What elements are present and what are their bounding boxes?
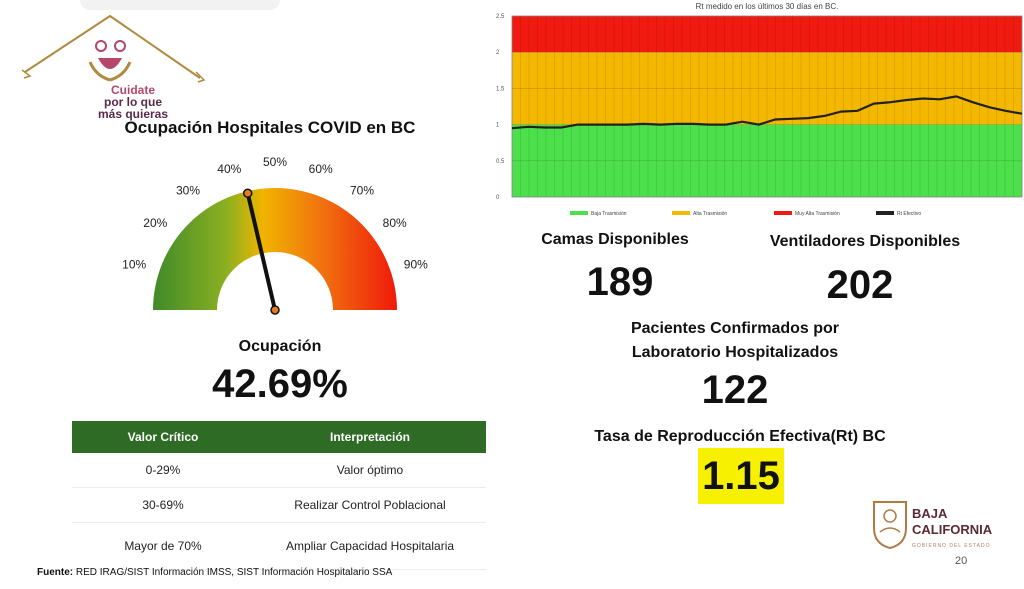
occupancy-gauge: 10% 20% 30% 40% 50% 60% 70% 80% 90% xyxy=(122,155,428,315)
gauge-tick-label: 40% xyxy=(217,162,241,176)
gauge-tick-label: 80% xyxy=(383,216,407,230)
legend-label: Alta Trasmisión xyxy=(693,211,727,217)
chart-title: Rt medido en los últimos 30 días en BC. xyxy=(696,2,839,11)
series-line-rt-efectivo xyxy=(511,95,1023,130)
camas-label: Camas Disponibles xyxy=(541,231,689,248)
state-name-line-2: CALIFORNIA xyxy=(912,522,993,537)
legend-swatch xyxy=(672,211,690,215)
pacientes-label-line-1: Pacientes Confirmados por xyxy=(630,320,840,337)
ventiladores-value: 202 xyxy=(826,263,894,307)
source-label: Fuente: xyxy=(37,567,74,578)
ventiladores-label: Ventiladores Disponibles xyxy=(769,233,961,250)
gauge-tick-label: 70% xyxy=(350,183,374,197)
table-header-row: Valor Crítico Interpretación xyxy=(72,421,486,453)
y-tick-label: 0.5 xyxy=(496,159,505,165)
gauge-title: Ocupación Hospitales COVID en BC xyxy=(124,118,416,137)
legend-label: Baja Trasmisión xyxy=(591,211,627,217)
campaign-slogan: Cuidate por lo que más quieras xyxy=(78,84,188,120)
y-tick-label: 2.5 xyxy=(496,14,505,20)
source-note: Fuente: RED IRAG/SIST Información IMSS, … xyxy=(37,567,392,578)
legend-label: Rt Efectivo xyxy=(897,211,921,217)
table-cell: Mayor de 70% xyxy=(72,522,254,570)
campaign-logo-icon xyxy=(21,14,206,83)
camas-value: 189 xyxy=(586,260,654,304)
table-row: Mayor de 70% Ampliar Capacidad Hospitala… xyxy=(72,522,486,570)
table-row: 30-69% Realizar Control Poblacional xyxy=(72,487,486,523)
rt-value: 1.15 xyxy=(698,448,784,504)
gauge-arc xyxy=(153,188,397,310)
table-cell: Realizar Control Poblacional xyxy=(254,487,486,523)
state-shield-icon xyxy=(873,501,907,550)
gauge-tick-label: 50% xyxy=(263,155,287,169)
rt-label: Tasa de Reproducción Efectiva(Rt) BC xyxy=(594,428,886,445)
legend-swatch xyxy=(876,211,894,215)
pacientes-label: Pacientes Confirmados por Laboratorio Ho… xyxy=(600,317,870,365)
gauge-tick-label: 60% xyxy=(309,162,333,176)
y-tick-label: 0 xyxy=(496,195,500,201)
y-tick-label: 1 xyxy=(496,123,500,129)
band-alta-trasmisión xyxy=(512,52,1022,125)
column-header-interpretacion: Interpretación xyxy=(254,421,486,453)
gauge-tick-label: 30% xyxy=(176,183,200,197)
state-subtitle: GOBIERNO DEL ESTADO xyxy=(912,543,991,549)
gauge-tick-label: 10% xyxy=(122,257,146,271)
pacientes-label-line-2: Laboratorio Hospitalizados xyxy=(631,344,839,361)
slogan-line-1: Cuidate xyxy=(110,83,155,97)
rt-line-chart: Rt medido en los últimos 30 días en BC. 0… xyxy=(496,2,1023,217)
needle-tip-dot xyxy=(242,188,253,198)
slogan-line-2: por lo que xyxy=(104,95,162,109)
column-header-valor-critico: Valor Crítico xyxy=(72,421,254,453)
pacientes-value: 122 xyxy=(701,368,769,412)
y-tick-label: 2 xyxy=(496,50,500,56)
gauge-needle xyxy=(245,191,277,312)
source-text: RED IRAG/SIST Información IMSS, SIST Inf… xyxy=(73,567,393,578)
slogan-line-3: más quieras xyxy=(97,107,169,121)
table-cell: Valor óptimo xyxy=(254,453,486,488)
legend-swatch xyxy=(774,211,792,215)
table-row: 0-29% Valor óptimo xyxy=(72,453,486,488)
top-decor-bar xyxy=(80,0,280,10)
plot-frame xyxy=(511,15,1023,198)
occupancy-value: 42.69% xyxy=(212,362,348,406)
occupancy-label: Ocupación xyxy=(238,338,322,355)
table-cell: Ampliar Capacidad Hospitalaria xyxy=(254,522,486,570)
needle-pivot-dot xyxy=(270,305,280,315)
state-name-line-1: BAJA xyxy=(912,506,948,521)
table-cell: 0-29% xyxy=(72,453,254,488)
page-number: 20 xyxy=(955,555,968,567)
gauge-tick-label: 20% xyxy=(143,216,167,230)
y-tick-label: 1.5 xyxy=(496,86,505,92)
legend-label: Muy Alta Trasmisión xyxy=(795,211,840,217)
gauge-tick-label: 90% xyxy=(404,257,428,271)
state-name: BAJA CALIFORNIA GOBIERNO DEL ESTADO xyxy=(912,506,992,554)
table-cell: 30-69% xyxy=(72,487,254,523)
critical-values-table: Valor Crítico Interpretación 0-29% Valor… xyxy=(72,421,486,570)
band-baja-trasmisión xyxy=(512,124,1022,197)
band-muy-alta-trasmisión xyxy=(512,16,1022,53)
legend-swatch xyxy=(570,211,588,215)
